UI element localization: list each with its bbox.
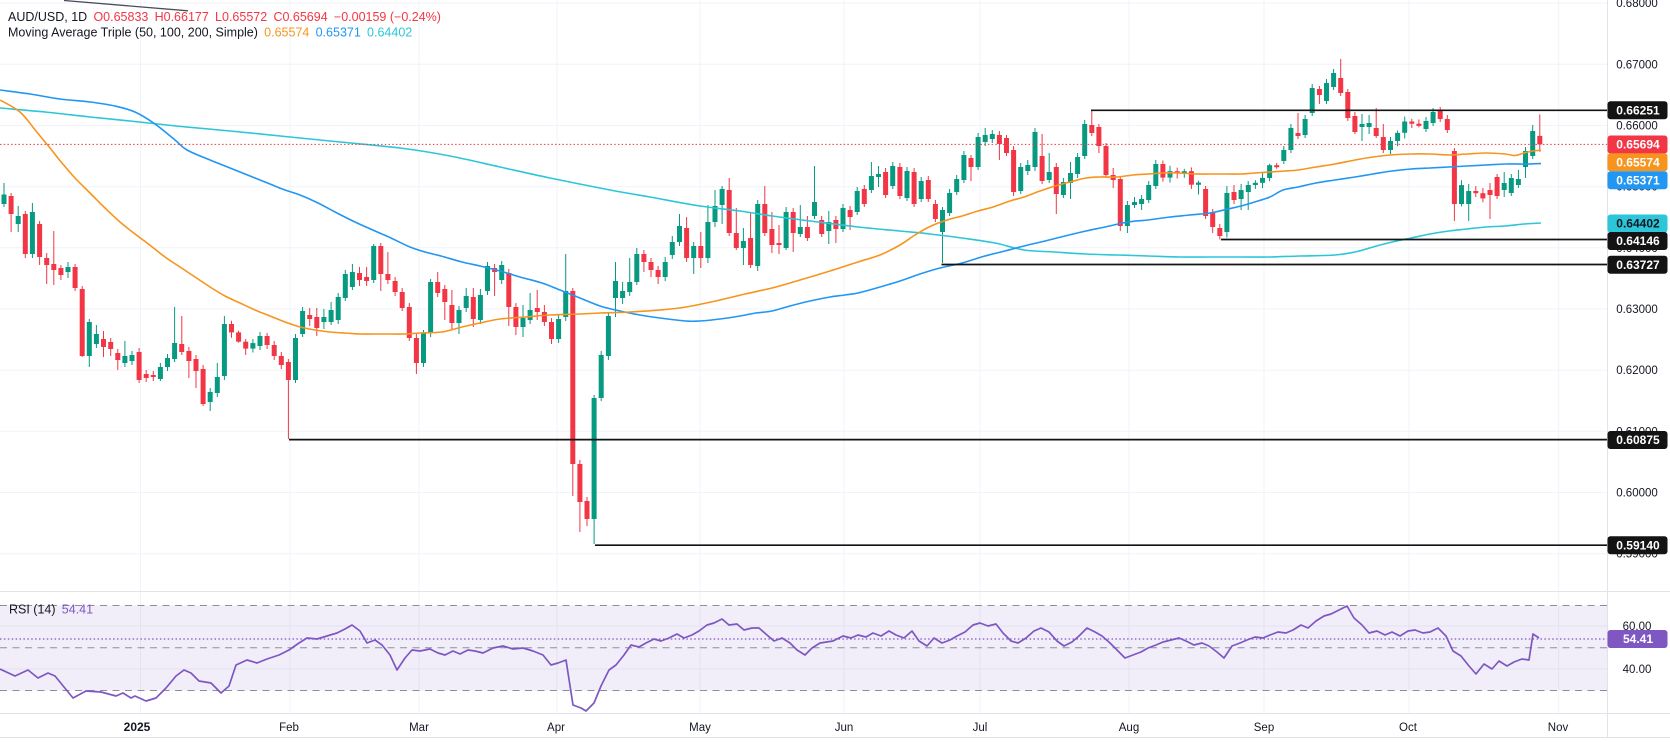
svg-text:Apr: Apr	[547, 722, 565, 734]
svg-text:Feb: Feb	[279, 722, 299, 734]
svg-text:Mar: Mar	[409, 722, 429, 734]
svg-text:0.63000: 0.63000	[1616, 304, 1658, 316]
svg-text:0.60875: 0.60875	[1616, 433, 1660, 447]
svg-text:0.59140: 0.59140	[1616, 538, 1660, 552]
svg-text:May: May	[689, 722, 711, 734]
svg-text:2025: 2025	[124, 720, 151, 734]
svg-text:0.66000: 0.66000	[1616, 121, 1658, 133]
svg-text:Aug: Aug	[1119, 722, 1139, 734]
svg-text:Jul: Jul	[973, 722, 988, 734]
svg-text:0.64146: 0.64146	[1616, 234, 1660, 248]
svg-text:0.62000: 0.62000	[1616, 365, 1658, 377]
svg-text:Nov: Nov	[1548, 722, 1569, 734]
svg-text:0.60000: 0.60000	[1616, 488, 1658, 500]
svg-text:0.66251: 0.66251	[1616, 104, 1660, 118]
svg-text:Oct: Oct	[1399, 722, 1418, 734]
svg-text:0.65574: 0.65574	[1616, 156, 1660, 170]
svg-text:0.68000: 0.68000	[1616, 0, 1658, 10]
svg-text:Jun: Jun	[835, 722, 854, 734]
svg-text:RSI (14) 54.41: RSI (14) 54.41	[9, 603, 93, 617]
svg-text:Moving Average Triple (50, 100: Moving Average Triple (50, 100, 200, Sim…	[8, 26, 412, 40]
svg-text:AUD/USD, 1D O0.65833 H0.66177: AUD/USD, 1D O0.65833 H0.66177 L0.65572 C…	[8, 10, 441, 24]
svg-text:54.41: 54.41	[1623, 632, 1653, 646]
svg-text:Sep: Sep	[1254, 722, 1274, 734]
svg-text:0.65694: 0.65694	[1616, 138, 1660, 152]
svg-text:0.64402: 0.64402	[1616, 217, 1660, 231]
svg-text:0.67000: 0.67000	[1616, 59, 1658, 71]
svg-text:40.00: 40.00	[1623, 664, 1652, 676]
svg-text:0.63727: 0.63727	[1616, 258, 1660, 272]
svg-text:0.65371: 0.65371	[1616, 173, 1660, 187]
